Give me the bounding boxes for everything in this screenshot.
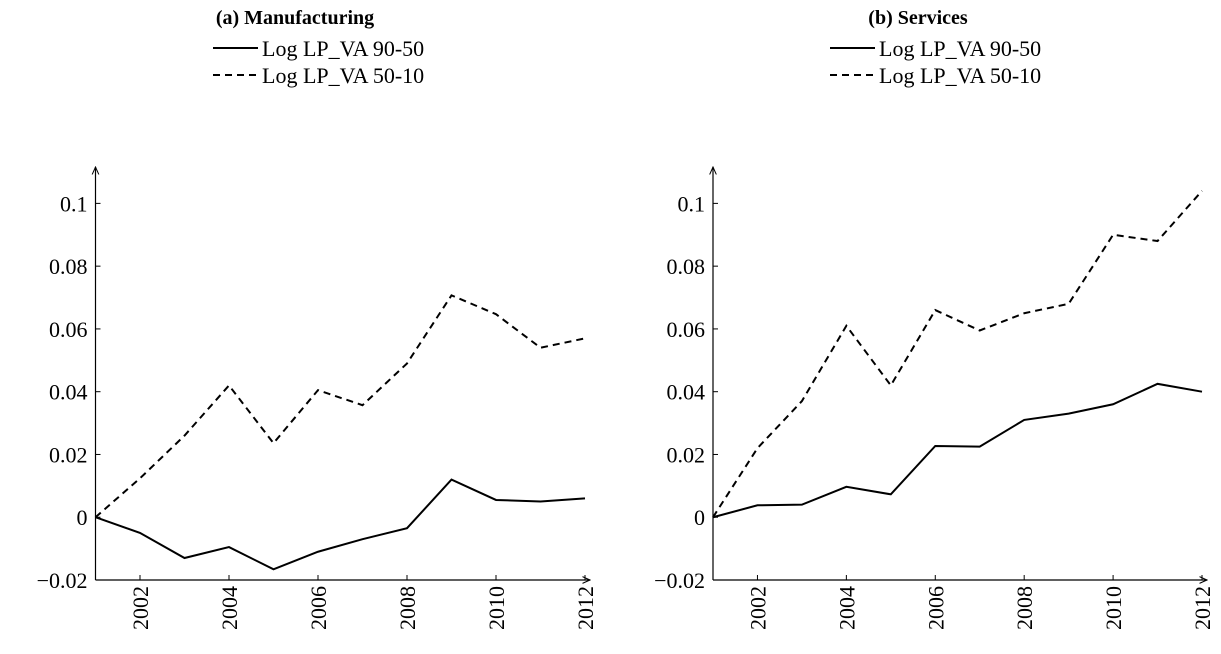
y-tick-label: 0.08 bbox=[49, 254, 88, 279]
data-line bbox=[712, 382, 1203, 519]
y-tick-label: 0.08 bbox=[667, 254, 706, 279]
x-tick-label: 2012 bbox=[573, 586, 598, 630]
y-tick-label: 0.06 bbox=[667, 317, 706, 342]
legend-label: Log LP_VA 90-50 bbox=[262, 36, 424, 61]
data-line bbox=[712, 190, 1203, 518]
x-tick-label: 2006 bbox=[306, 586, 331, 630]
y-tick-label: 0.02 bbox=[667, 442, 706, 467]
y-tick-label: −0.02 bbox=[654, 568, 705, 593]
data-line bbox=[95, 478, 586, 571]
y-tick-label: 0 bbox=[77, 505, 88, 530]
y-tick-label: 0.1 bbox=[678, 191, 706, 216]
y-tick-label: 0 bbox=[694, 505, 705, 530]
x-tick-label: 2002 bbox=[745, 586, 770, 630]
data-line bbox=[94, 294, 586, 518]
y-tick-label: 0.04 bbox=[49, 380, 88, 405]
y-tick-label: 0.02 bbox=[49, 442, 88, 467]
legend-label: Log LP_VA 90-50 bbox=[879, 36, 1041, 61]
legend-label: Log LP_VA 50-10 bbox=[262, 63, 424, 88]
x-tick-label: 2008 bbox=[395, 586, 420, 630]
y-tick-label: 0.1 bbox=[60, 191, 88, 216]
x-tick-label: 2010 bbox=[484, 586, 509, 630]
x-tick-label: 2008 bbox=[1012, 586, 1037, 630]
x-tick-label: 2010 bbox=[1101, 586, 1126, 630]
chart-title: (a) Manufacturing bbox=[216, 7, 374, 29]
y-tick-label: 0.04 bbox=[667, 380, 706, 405]
y-tick-label: −0.02 bbox=[37, 568, 88, 593]
x-tick-label: 2012 bbox=[1190, 586, 1215, 630]
x-tick-label: 2006 bbox=[923, 586, 948, 630]
x-tick-label: 2002 bbox=[128, 586, 153, 630]
chart-title: (b) Services bbox=[868, 7, 968, 29]
x-tick-label: 2004 bbox=[217, 586, 242, 630]
x-tick-label: 2004 bbox=[834, 586, 859, 630]
y-tick-label: 0.06 bbox=[49, 317, 88, 342]
legend-label: Log LP_VA 50-10 bbox=[879, 63, 1041, 88]
